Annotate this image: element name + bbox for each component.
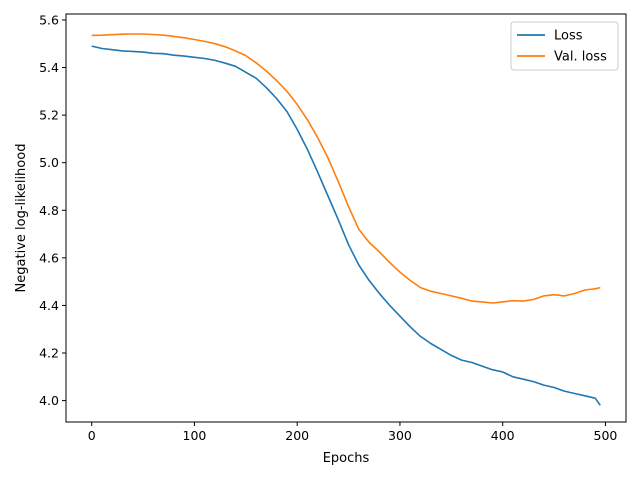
y-tick-label: 5.0 xyxy=(39,155,59,170)
x-tick-label: 0 xyxy=(88,428,96,443)
series-line-loss xyxy=(91,45,601,406)
y-tick-label: 5.4 xyxy=(39,60,59,75)
y-tick-label: 4.0 xyxy=(39,393,59,408)
x-tick-label: 400 xyxy=(491,428,515,443)
y-tick-label: 5.2 xyxy=(39,108,59,123)
y-tick-label: 4.4 xyxy=(39,298,59,313)
legend-box xyxy=(510,21,619,71)
plot-frame xyxy=(65,13,627,423)
y-axis-label: Negative log-likelihood xyxy=(14,144,29,293)
legend-label-val-loss: Val. loss xyxy=(554,50,607,65)
x-axis-label: Epochs xyxy=(323,451,370,466)
series-layer xyxy=(91,33,601,406)
legend: Loss Val. loss xyxy=(510,21,619,71)
x-tick-label: 500 xyxy=(594,428,618,443)
legend-label-loss: Loss xyxy=(554,29,583,44)
x-tick-label: 300 xyxy=(388,428,412,443)
y-tick-label: 4.2 xyxy=(39,346,59,361)
x-tick-label: 100 xyxy=(183,428,207,443)
y-tick-label: 5.6 xyxy=(39,12,59,27)
y-tick-label: 4.6 xyxy=(39,250,59,265)
y-tick-label: 4.8 xyxy=(39,203,59,218)
x-tick-label: 200 xyxy=(285,428,309,443)
series-line-val-loss xyxy=(91,33,601,304)
tick-layer: 0 100 200 300 400 500 4.0 4.2 4.4 4.6 4.8 5.0 5.2 5.4… xyxy=(39,12,617,443)
